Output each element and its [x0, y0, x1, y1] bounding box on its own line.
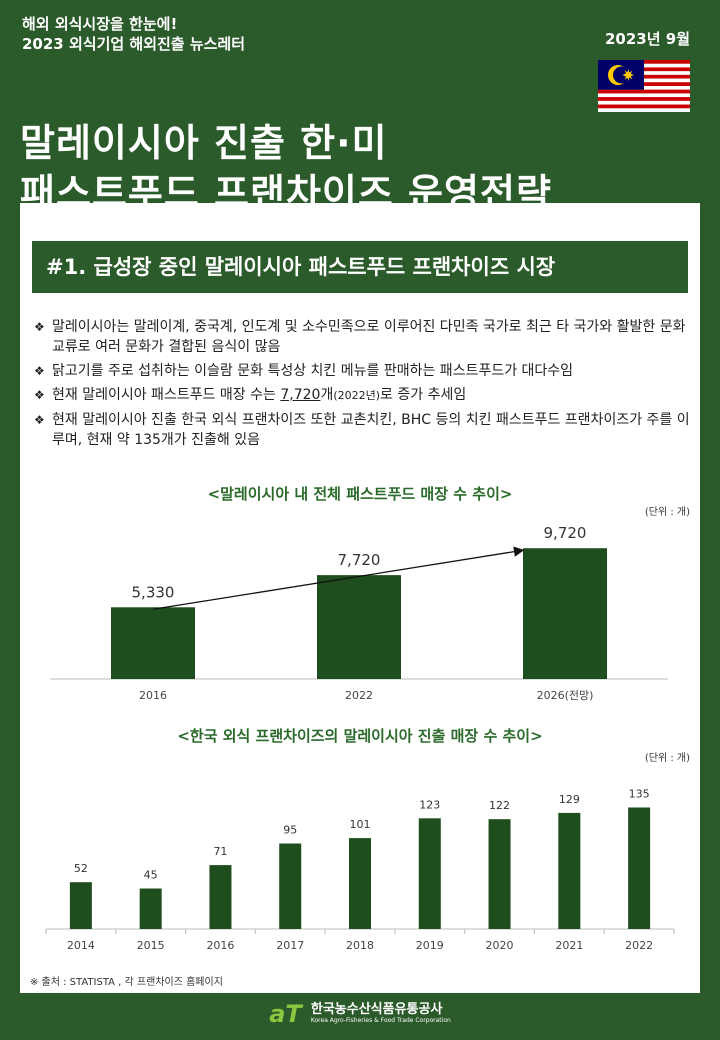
chart1-unit: (단위 : 개) [644, 507, 690, 518]
bar [279, 843, 302, 929]
diamond-bullet-icon: ❖ [34, 364, 45, 378]
data-label: 52 [74, 862, 88, 875]
x-tick-label: 2015 [137, 939, 165, 952]
org-name-korean: 한국농수산식품유통공사 [310, 1002, 443, 1017]
chart1-title: <말레이시아 내 전체 패스트푸드 매장 수 추이> [207, 485, 513, 503]
x-tick-label: 2016 [206, 939, 234, 952]
list-item: ❖ 현재 말레이시아 패스트푸드 매장 수는 7,720개(2022년)로 증가 … [34, 387, 467, 403]
newsletter-header: 해외 외식시장을 한눈에! 2023 외식기업 해외진출 뉴스레터 [22, 14, 245, 54]
content-card: #1. 급성장 중인 말레이시아 패스트푸드 프랜차이즈 시장 ❖ 말레이시아는 … [20, 203, 700, 993]
bar [209, 865, 232, 929]
chart-fastfood-stores: 5,330 2016 7,720 2022 9,720 2026(전망) [50, 524, 668, 702]
bar [317, 575, 401, 679]
trend-arrow [152, 546, 525, 610]
malaysia-flag-icon [598, 60, 690, 112]
at-logo-icon: aT [269, 1000, 302, 1028]
x-tick-label: 2016 [139, 689, 167, 702]
store-count-value: 7,720 [280, 387, 321, 403]
data-label: 101 [350, 818, 371, 831]
data-label: 95 [283, 824, 297, 837]
diamond-bullet-icon: ❖ [34, 413, 45, 427]
bar [558, 812, 581, 929]
data-label: 129 [559, 793, 580, 806]
section-heading: #1. 급성장 중인 말레이시아 패스트푸드 프랜차이즈 시장 [32, 241, 688, 293]
bar [523, 548, 607, 679]
data-label: 123 [419, 798, 440, 811]
x-tick-label: 2021 [555, 939, 583, 952]
bullet-list: ❖ 말레이시아는 말레이계, 중국계, 인도계 및 소수민족으로 이루어진 다민족… [30, 317, 690, 454]
data-label: 5,330 [132, 583, 175, 601]
bar [69, 882, 92, 929]
chart-korean-franchise-stores: 52 2014 45 2015 71 2016 95 2017 101 2018 123 2019 12… [45, 788, 675, 952]
source-note: ※ 출처 : STATISTA , 각 프랜차이즈 홈페이지 [30, 977, 223, 988]
list-item: ❖ 닭고기를 주로 섭취하는 이슬람 문화 특성상 치킨 메뉴를 판매하는 패스트… [34, 363, 574, 379]
bar [628, 807, 651, 929]
title-line-1: 말레이시아 진출 한·미 [20, 121, 388, 165]
header-tagline: 해외 외식시장을 한눈에! [22, 15, 178, 33]
bar [349, 838, 371, 929]
footer-logo: aT 한국농수산식품유통공사 Korea Agro-Fisheries & Fo… [0, 1000, 720, 1028]
data-label: 135 [629, 788, 650, 801]
title-line-2: 패스트푸드 프랜차이즈 운영전략 [20, 171, 552, 215]
header-newsletter-name: 2023 외식기업 해외진출 뉴스레터 [22, 35, 246, 53]
data-label: 122 [489, 799, 510, 812]
x-tick-label: 2017 [276, 939, 304, 952]
list-item: ❖ 말레이시아는 말레이계, 중국계, 인도계 및 소수민족으로 이루어진 다민족… [34, 319, 686, 355]
diamond-bullet-icon: ❖ [34, 320, 45, 334]
list-item: ❖ 현재 말레이시아 진출 한국 외식 프랜차이즈 또한 교촌치킨, BHC 등의… [34, 412, 690, 448]
bar [488, 819, 511, 929]
data-label: 45 [144, 869, 158, 882]
diamond-bullet-icon: ❖ [34, 388, 45, 402]
data-label: 71 [213, 845, 227, 858]
issue-date: 2023년 9월 [604, 30, 690, 48]
chart2-unit: (단위 : 개) [644, 753, 690, 764]
x-tick-label: 2014 [67, 939, 95, 952]
x-tick-label: 2019 [416, 939, 444, 952]
x-tick-label: 2026(전망) [537, 689, 594, 702]
bar [111, 607, 195, 679]
data-label: 7,720 [338, 551, 381, 569]
bar [418, 818, 441, 929]
x-tick-label: 2020 [486, 939, 514, 952]
org-name-english: Korea Agro-Fisheries & Food Trade Corpor… [310, 1017, 451, 1024]
x-tick-label: 2022 [345, 689, 373, 702]
data-label: 9,720 [544, 524, 587, 542]
bar [139, 888, 162, 929]
x-tick-label: 2022 [625, 939, 653, 952]
page-title: 말레이시아 진출 한·미 패스트푸드 프랜차이즈 운영전략 [20, 118, 552, 218]
chart2-title: <한국 외식 프랜차이즈의 말레이시아 진출 매장 수 추이> [177, 727, 543, 745]
x-tick-label: 2018 [346, 939, 374, 952]
